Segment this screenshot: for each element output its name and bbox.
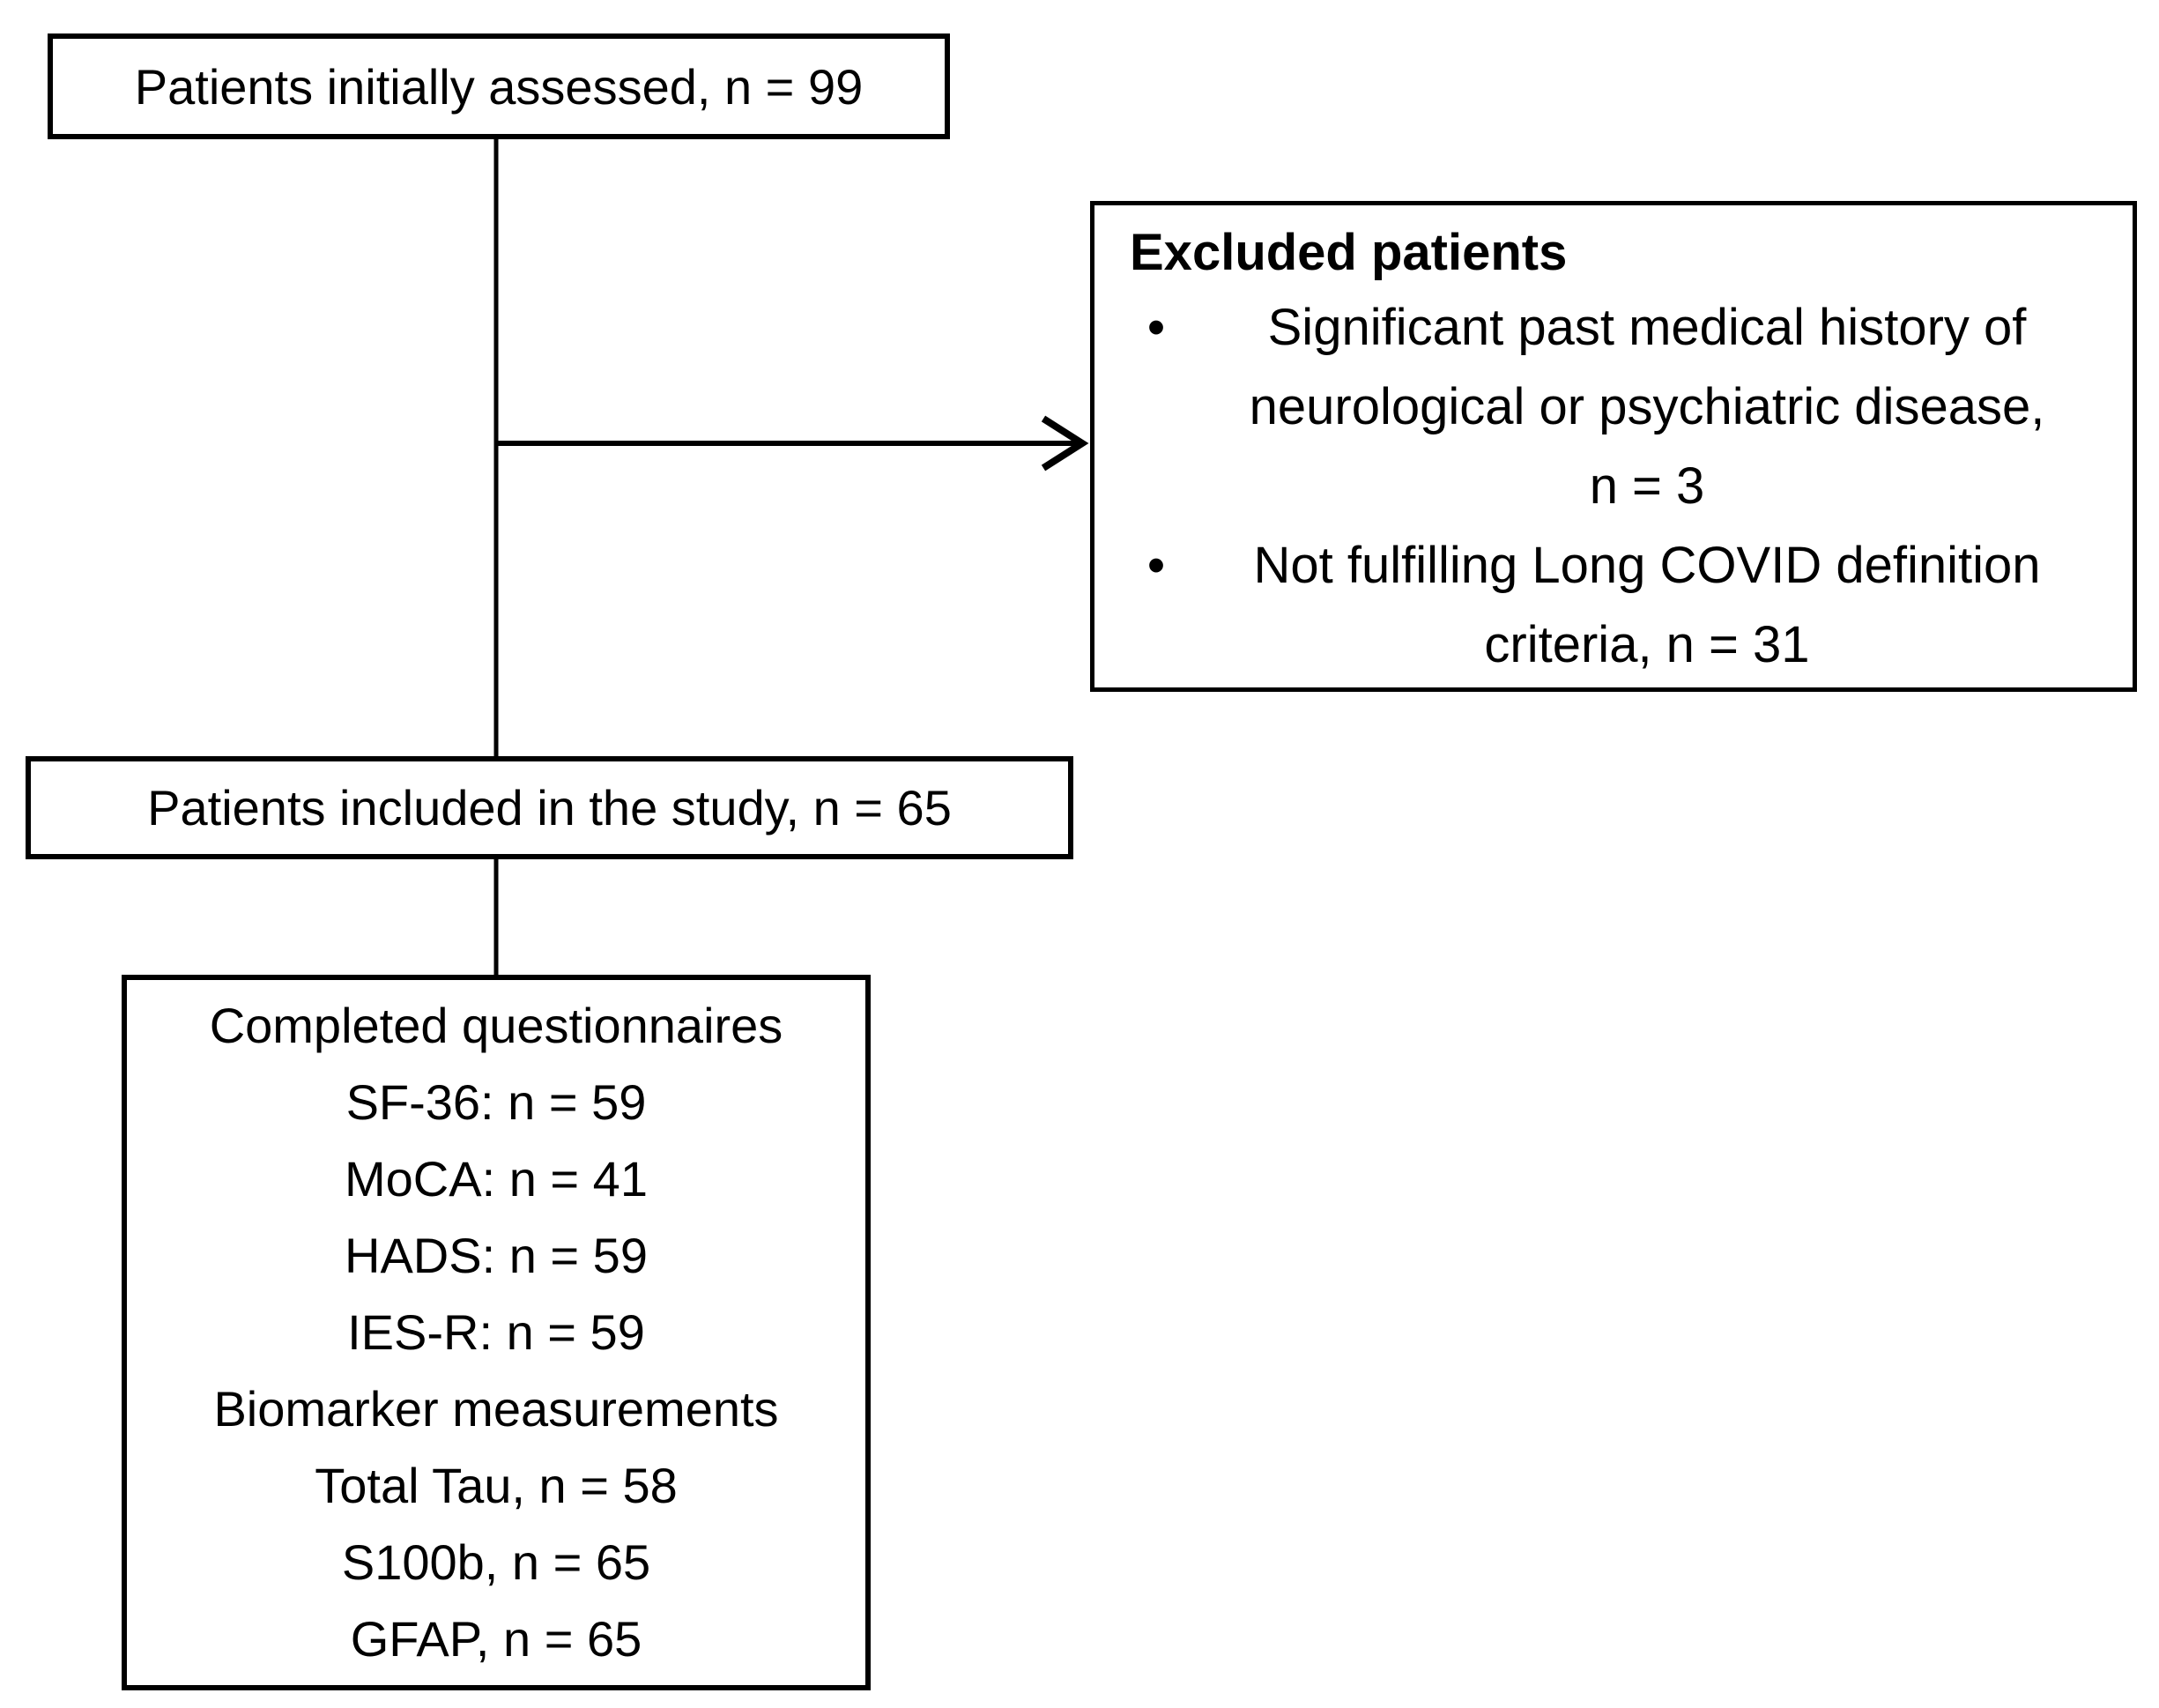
exclusion-reason-2-text: Not fulfilling Long COVID definition cri… bbox=[1253, 537, 2041, 673]
assessments-line-iesr: IES-R: n = 59 bbox=[347, 1304, 645, 1360]
box-excluded-patients: Excluded patients • Significant past med… bbox=[1090, 201, 2137, 692]
arrowhead-icon bbox=[1041, 415, 1089, 472]
assessments-line-hads: HADS: n = 59 bbox=[345, 1228, 648, 1283]
bullet-icon: • bbox=[1146, 537, 1166, 594]
box-completed-assessments: Completed questionnaires SF-36: n = 59 M… bbox=[122, 975, 871, 1690]
assessments-line-s100b: S100b, n = 65 bbox=[341, 1534, 651, 1590]
bullet-icon: • bbox=[1146, 299, 1166, 356]
assessments-line-total-tau: Total Tau, n = 58 bbox=[315, 1458, 678, 1513]
initially-assessed-label: Patients initially assessed, n = 99 bbox=[134, 58, 864, 115]
assessments-line-moca: MoCA: n = 41 bbox=[345, 1151, 648, 1207]
patients-included-label: Patients included in the study, n = 65 bbox=[147, 780, 952, 835]
assessments-line-biomarker-measurements: Biomarker measurements bbox=[213, 1381, 779, 1437]
box-patients-initially-assessed: Patients initially assessed, n = 99 bbox=[48, 33, 950, 139]
excluded-reasons-list: • Significant past medical history of ne… bbox=[1130, 288, 2111, 685]
excluded-patients-title: Excluded patients bbox=[1130, 224, 1568, 281]
list-item-exclusion-reason-2: • Not fulfilling Long COVID definition c… bbox=[1130, 526, 2111, 685]
assessments-line-sf36: SF-36: n = 59 bbox=[345, 1074, 647, 1130]
list-item-exclusion-reason-1: • Significant past medical history of ne… bbox=[1130, 288, 2111, 526]
assessments-line-completed-questionnaires: Completed questionnaires bbox=[209, 998, 783, 1053]
box-patients-included: Patients included in the study, n = 65 bbox=[26, 756, 1073, 859]
assessments-line-gfap: GFAP, n = 65 bbox=[350, 1611, 642, 1667]
exclusion-reason-1-text: Significant past medical history of neur… bbox=[1249, 299, 2045, 515]
